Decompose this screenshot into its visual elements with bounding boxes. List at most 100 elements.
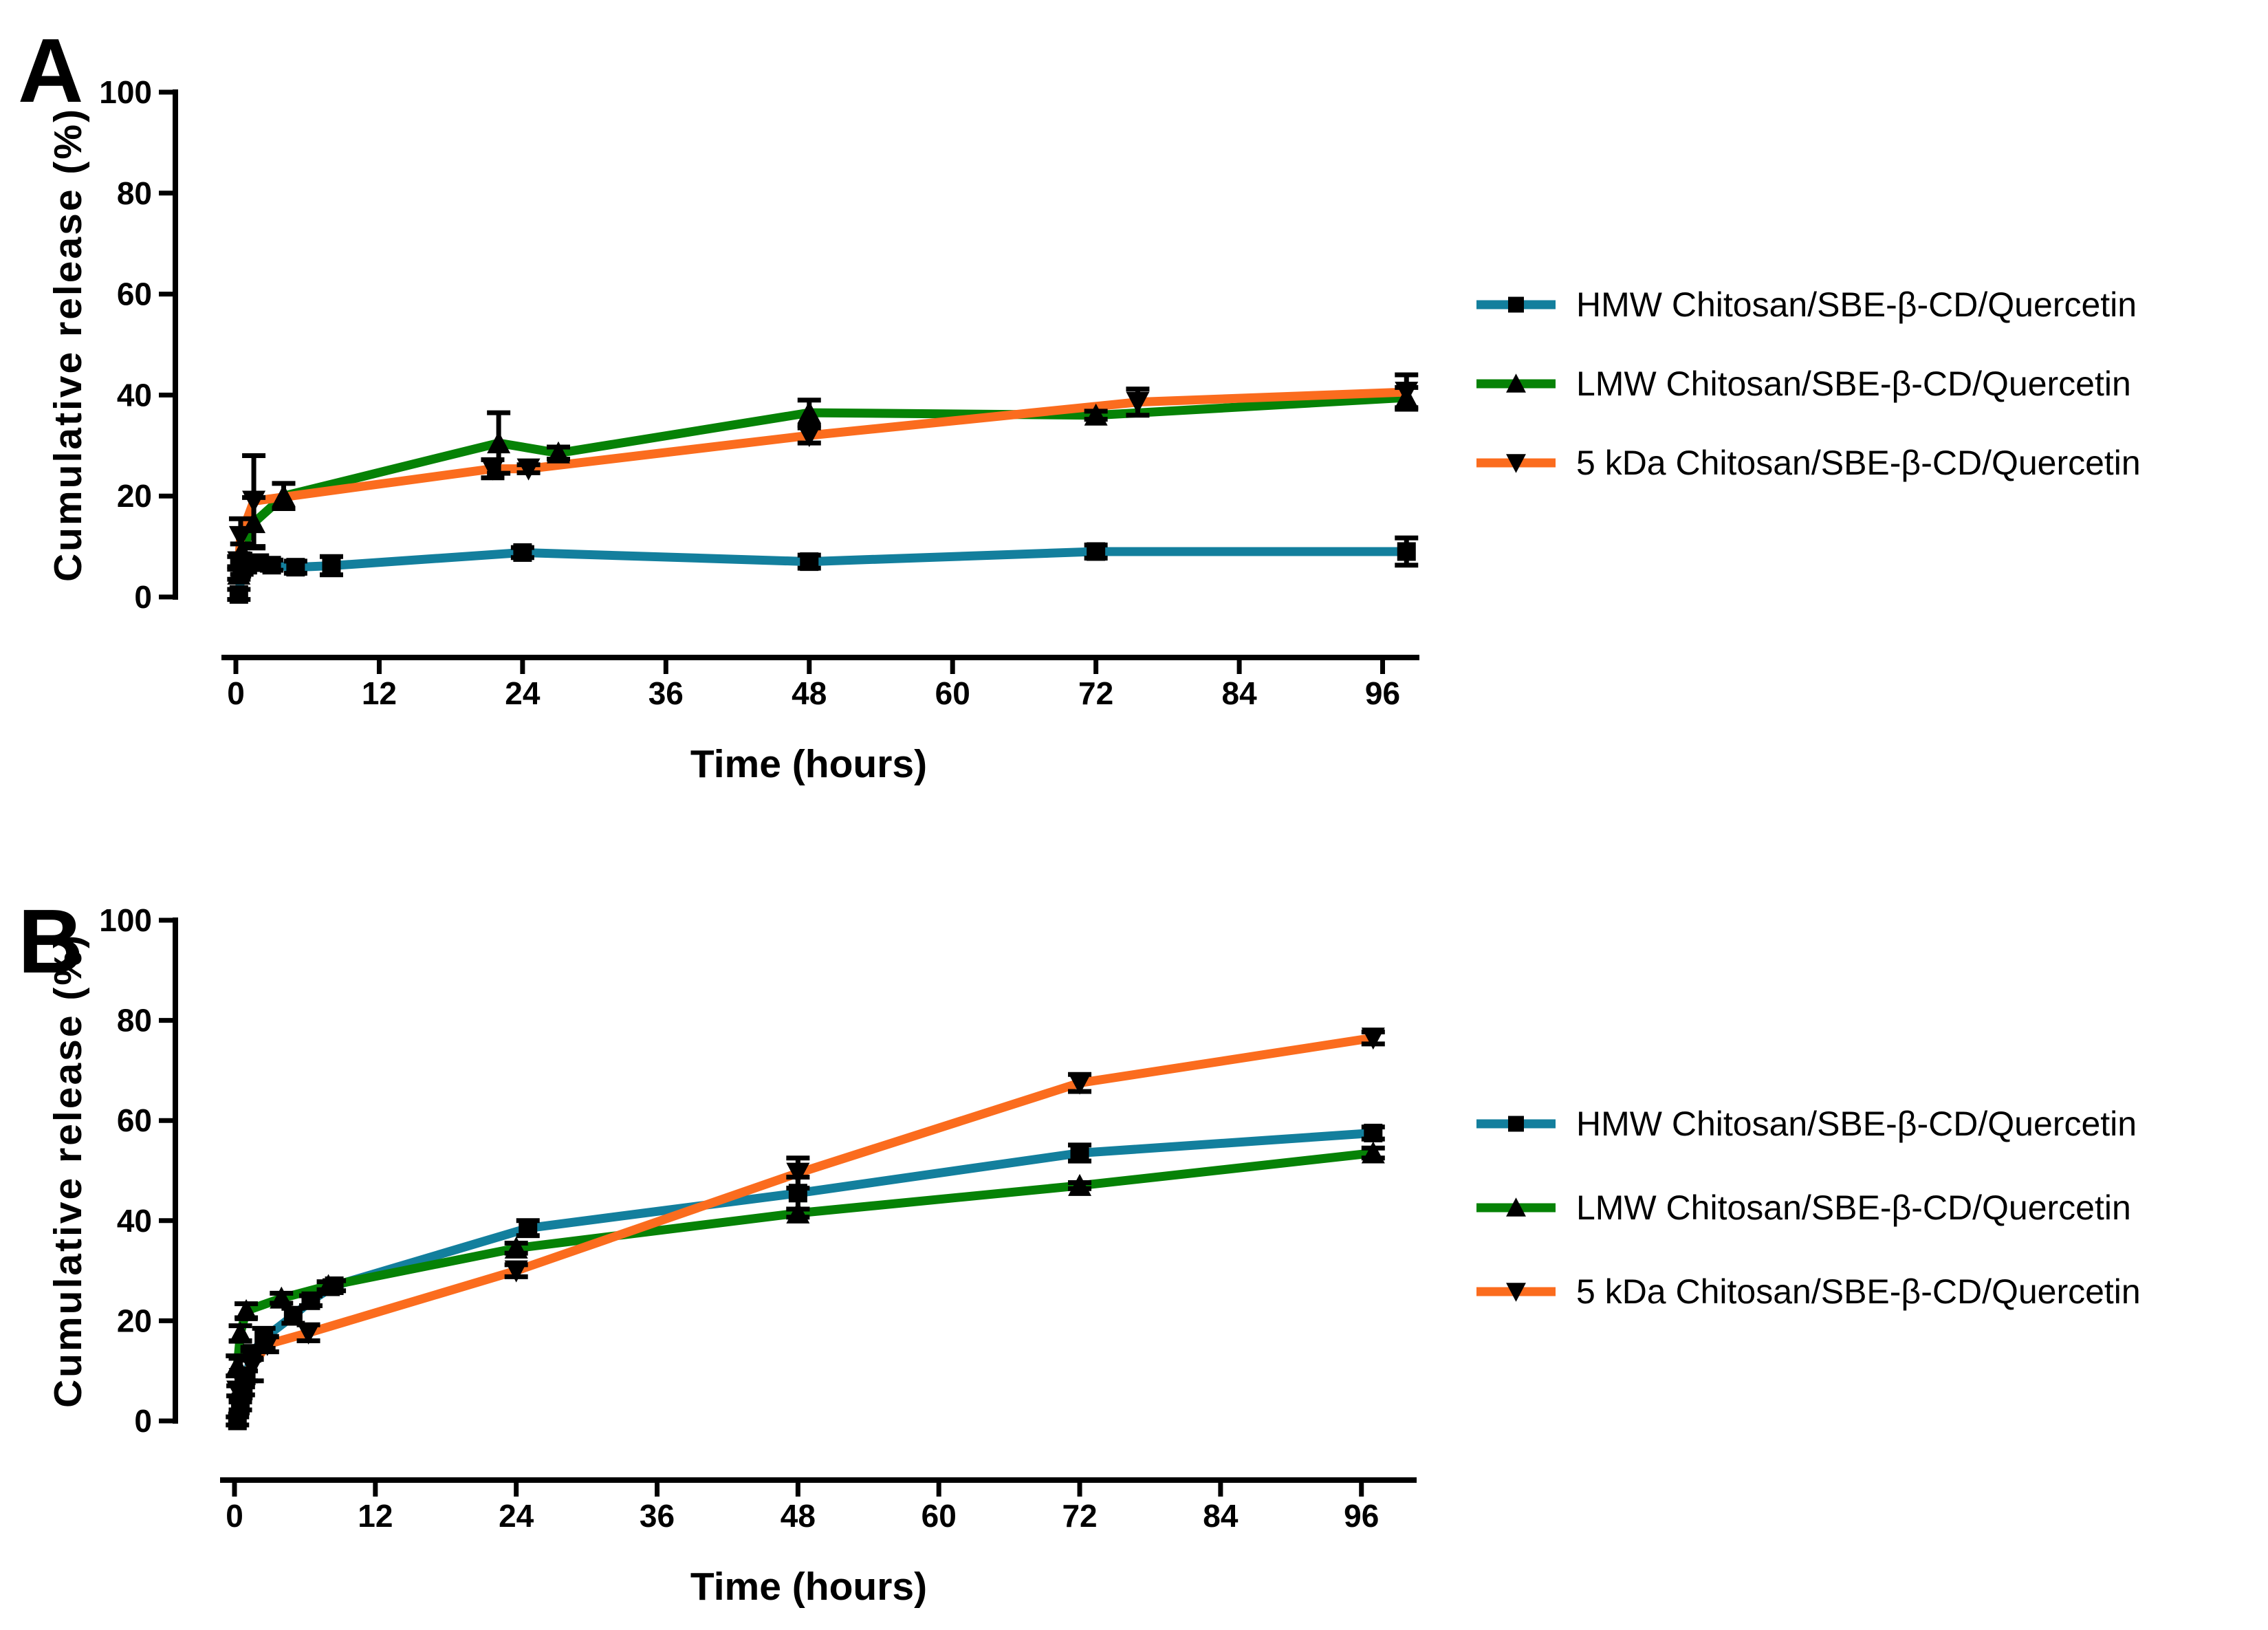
square-marker (1508, 1116, 1524, 1132)
square-marker (800, 552, 819, 572)
x-tick-label: 36 (640, 1498, 675, 1534)
legend-label: LMW Chitosan/SBE-β-CD/Quercetin (1576, 365, 2131, 403)
series-line (234, 547, 1411, 599)
legend: HMW Chitosan/SBE-β-CD/Quercetin LMW Chito… (1476, 285, 2141, 482)
x-tick-label: 24 (499, 1498, 534, 1534)
y-axis-title: Cumulative release (%) (46, 107, 90, 582)
triangle-down-marker (1506, 454, 1526, 473)
square-marker (301, 1291, 320, 1310)
square-marker (322, 556, 341, 575)
y-axis: 0 20 40 60 80 100 (99, 74, 178, 615)
triangle-up-marker (235, 1298, 259, 1321)
triangle-up-marker (1506, 1197, 1526, 1217)
y-tick-label: 40 (117, 377, 152, 413)
x-tick-label: 0 (226, 1498, 243, 1534)
triangle-down-marker (1126, 391, 1150, 414)
legend-item: HMW Chitosan/SBE-β-CD/Quercetin (1476, 285, 2137, 324)
panel-letter: B (18, 891, 83, 992)
triangle-down-marker (255, 1334, 279, 1356)
triangle-up-marker (1068, 1173, 1092, 1196)
x-tick-label: 0 (227, 675, 245, 711)
triangle-up-marker (546, 441, 570, 464)
square-marker (283, 1306, 303, 1325)
y-tick-label: 0 (134, 579, 152, 615)
triangle-up-marker (272, 484, 296, 507)
x-tick-label: 24 (505, 675, 541, 711)
x-tick-label: 72 (1062, 1498, 1097, 1534)
x-tick-label: 84 (1203, 1498, 1239, 1534)
triangle-down-marker (516, 458, 541, 481)
triangle-up-marker (227, 562, 251, 585)
square-marker (513, 543, 532, 562)
x-tick-label: 96 (1344, 1498, 1379, 1534)
error-bars (226, 1029, 1385, 1428)
legend-label: LMW Chitosan/SBE-β-CD/Quercetin (1576, 1188, 2131, 1227)
y-tick-label: 80 (117, 1003, 152, 1039)
square-marker (1508, 296, 1524, 313)
triangle-down-marker (228, 525, 252, 548)
x-tick-label: 84 (1221, 675, 1257, 711)
square-marker (1364, 1123, 1383, 1142)
triangle-down-marker (296, 1322, 320, 1345)
triangle-down-marker (797, 425, 821, 448)
series-markers (227, 381, 1419, 604)
square-marker (262, 556, 281, 575)
square-marker (1087, 542, 1106, 561)
x-axis-title: Time (hours) (690, 1565, 927, 1609)
y-tick-label: 20 (117, 1303, 152, 1338)
x-axis: 0 12 24 36 48 60 72 84 96 (220, 1477, 1417, 1534)
x-tick-label: 60 (922, 1498, 957, 1534)
series-line (234, 387, 1411, 567)
series-lines (234, 387, 1411, 599)
y-tick-label: 60 (117, 276, 152, 312)
triangle-up-marker (1506, 373, 1526, 393)
square-marker (229, 585, 248, 604)
x-tick-label: 96 (1365, 675, 1400, 711)
triangle-down-marker (786, 1162, 810, 1185)
square-marker (788, 1184, 807, 1203)
triangle-down-marker (226, 1380, 250, 1403)
y-tick-label: 60 (117, 1102, 152, 1138)
legend-label: HMW Chitosan/SBE-β-CD/Quercetin (1576, 1105, 2137, 1143)
triangle-down-marker (481, 458, 505, 481)
x-tick-label: 48 (781, 1498, 816, 1534)
x-axis-title: Time (hours) (690, 742, 927, 786)
y-tick-label: 20 (117, 478, 152, 514)
triangle-down-marker (242, 490, 266, 513)
triangle-up-marker (316, 1274, 340, 1296)
triangle-up-marker (1361, 1141, 1385, 1164)
legend-label: HMW Chitosan/SBE-β-CD/Quercetin (1576, 285, 2137, 324)
triangle-up-marker (504, 1236, 528, 1259)
triangle-down-marker (1361, 1028, 1385, 1050)
triangle-up-marker (786, 1201, 810, 1224)
series-lines (232, 1033, 1378, 1426)
legend-item: 5 kDa Chitosan/SBE-β-CD/Quercetin (1476, 444, 2141, 482)
square-marker (1397, 542, 1416, 561)
x-tick-label: 36 (648, 675, 684, 711)
triangle-up-marker (228, 1321, 252, 1344)
triangle-up-marker (487, 431, 511, 454)
legend-item: 5 kDa Chitosan/SBE-β-CD/Quercetin (1476, 1272, 2141, 1311)
legend-label: 5 kDa Chitosan/SBE-β-CD/Quercetin (1576, 1272, 2141, 1311)
triangle-up-marker (1084, 403, 1108, 426)
y-axis-title: Cumulative release (%) (46, 933, 90, 1408)
square-marker (1070, 1144, 1089, 1163)
triangle-down-marker (1068, 1072, 1092, 1095)
series-markers (226, 1028, 1385, 1431)
x-tick-label: 12 (358, 1498, 393, 1534)
x-tick-label: 12 (362, 675, 397, 711)
y-tick-label: 100 (99, 74, 152, 110)
legend-item: LMW Chitosan/SBE-β-CD/Quercetin (1476, 1188, 2131, 1227)
triangle-up-marker (797, 401, 821, 424)
legend-label: 5 kDa Chitosan/SBE-β-CD/Quercetin (1576, 444, 2141, 482)
x-tick-label: 72 (1078, 675, 1113, 711)
legend: HMW Chitosan/SBE-β-CD/Quercetin LMW Chito… (1476, 1105, 2141, 1311)
legend-item: LMW Chitosan/SBE-β-CD/Quercetin (1476, 365, 2131, 403)
triangle-down-marker (1506, 1283, 1526, 1302)
legend-item: HMW Chitosan/SBE-β-CD/Quercetin (1476, 1105, 2137, 1143)
x-tick-label: 48 (792, 675, 827, 711)
